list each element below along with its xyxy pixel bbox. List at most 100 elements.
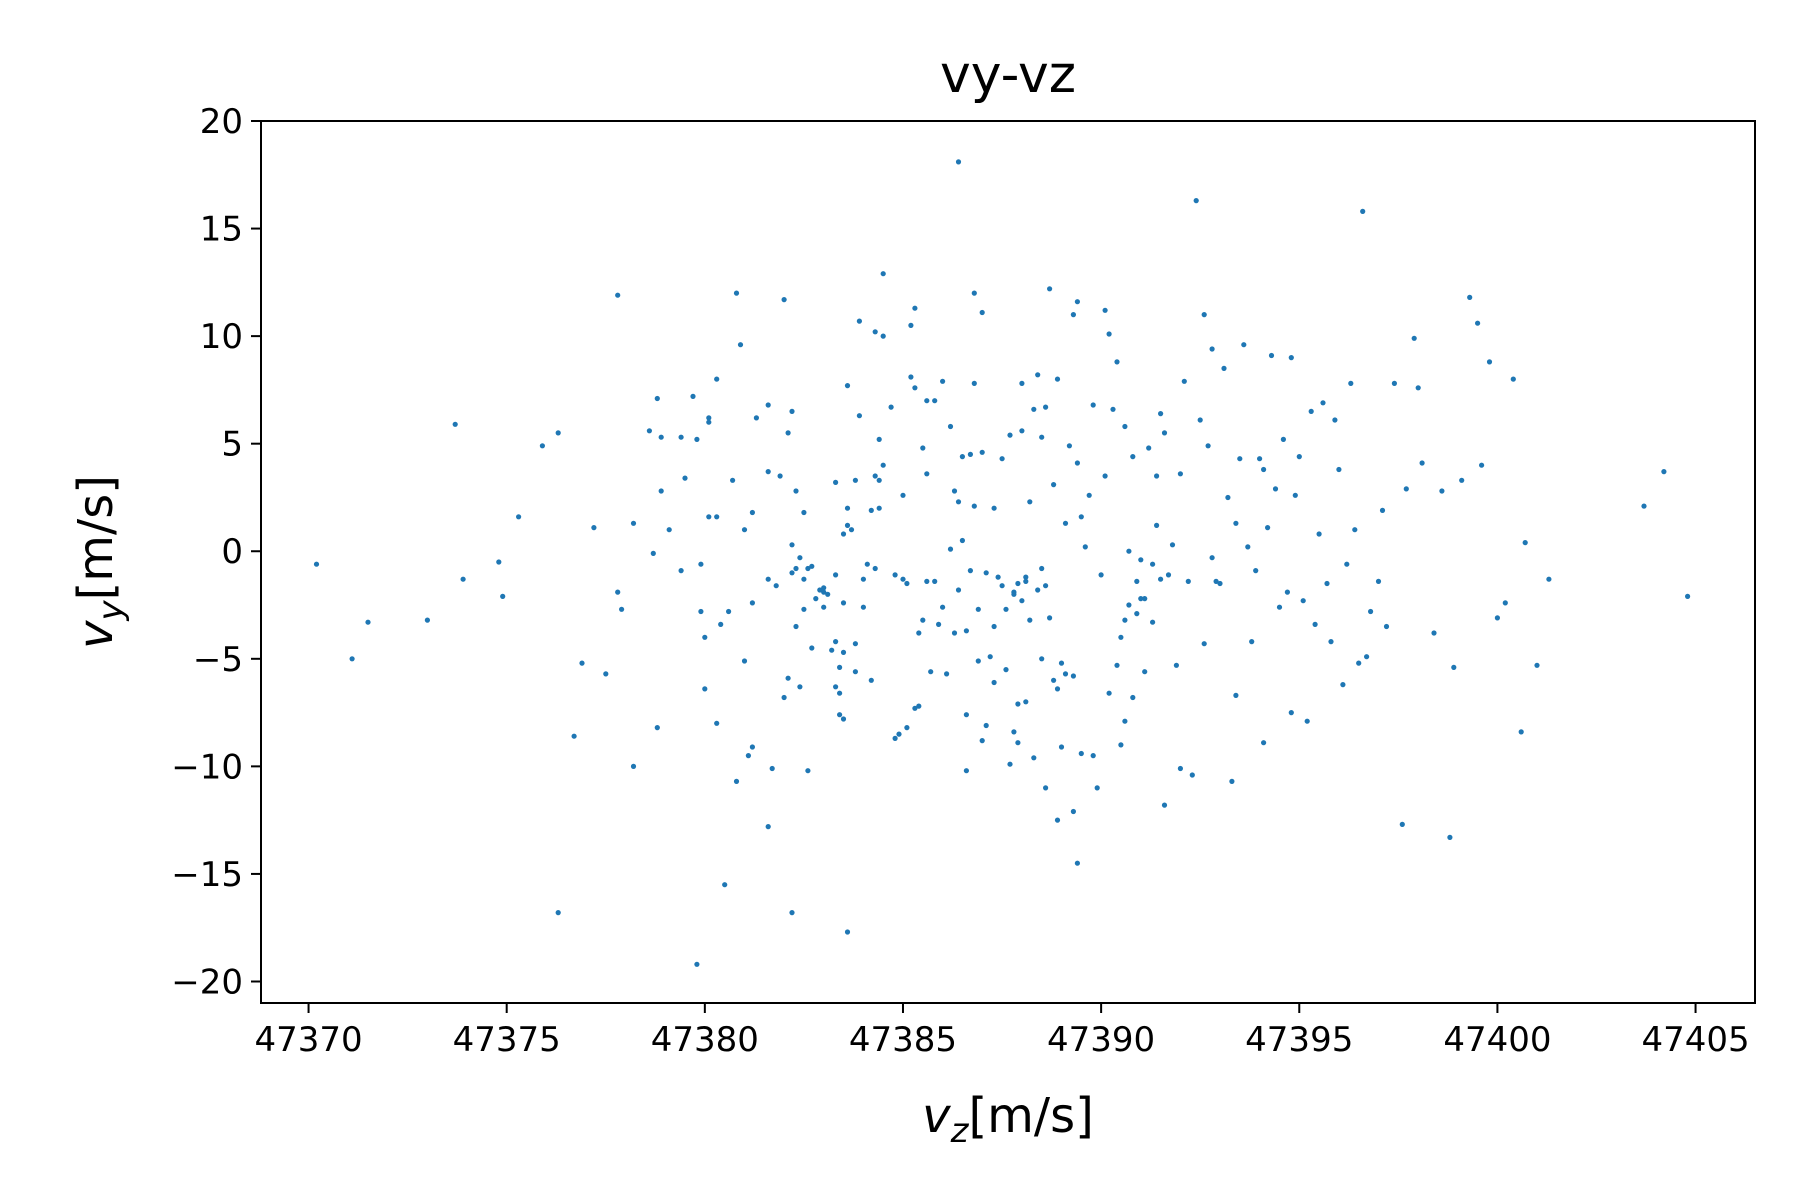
data-point <box>813 596 819 602</box>
data-point <box>1039 565 1045 572</box>
data-point <box>1027 617 1033 623</box>
data-point <box>789 542 795 548</box>
data-point <box>785 675 791 681</box>
data-point <box>983 722 989 729</box>
data-point <box>630 763 637 770</box>
x-tick-label: 47370 <box>254 1020 362 1060</box>
data-point <box>955 587 962 593</box>
data-point <box>1007 761 1013 767</box>
data-point <box>1177 765 1183 772</box>
data-point <box>1035 587 1041 593</box>
x-axis-label-var: v <box>922 1088 951 1144</box>
data-point <box>916 703 922 709</box>
data-point <box>1150 561 1156 567</box>
y-tick-label: 20 <box>200 102 243 142</box>
data-point <box>516 514 522 520</box>
data-point <box>1522 540 1528 546</box>
data-point <box>1494 615 1500 621</box>
data-point <box>1201 641 1207 647</box>
data-point <box>714 720 720 726</box>
data-point <box>880 271 886 277</box>
data-point <box>817 587 823 593</box>
data-point <box>979 738 985 744</box>
data-point <box>809 645 815 651</box>
data-point <box>1106 331 1112 337</box>
data-point <box>1019 428 1025 434</box>
data-point <box>833 479 839 485</box>
x-axis-label: vz[m/s] <box>922 1088 1094 1151</box>
data-point <box>555 430 561 436</box>
data-point <box>1054 686 1061 692</box>
data-point <box>714 376 720 382</box>
data-point <box>706 415 712 421</box>
y-tick-label: 0 <box>221 532 243 572</box>
data-point <box>1518 729 1524 735</box>
data-point <box>1161 802 1168 808</box>
data-point <box>872 565 878 572</box>
data-point <box>1015 740 1021 746</box>
data-point <box>1253 568 1259 574</box>
data-point <box>1510 376 1516 382</box>
data-point <box>979 309 985 316</box>
data-point <box>1007 432 1013 438</box>
y-tick-label: 10 <box>200 317 243 357</box>
data-point <box>809 563 815 569</box>
data-point <box>971 503 977 509</box>
data-point <box>1070 673 1076 679</box>
data-point <box>1201 312 1207 318</box>
data-point <box>1245 544 1251 550</box>
data-point <box>880 333 886 339</box>
data-point <box>1451 664 1457 671</box>
data-point <box>920 617 926 623</box>
data-point <box>1296 454 1302 460</box>
data-point <box>1047 615 1053 621</box>
data-point <box>1641 503 1647 509</box>
data-point <box>1074 299 1080 305</box>
data-point <box>654 725 660 731</box>
y-tick-label: −10 <box>171 747 243 787</box>
data-point <box>833 684 839 690</box>
data-point <box>730 477 736 483</box>
data-point <box>1011 591 1017 597</box>
data-point <box>880 462 886 468</box>
data-point <box>1070 808 1076 815</box>
data-point <box>424 617 430 623</box>
data-point <box>1058 744 1065 750</box>
data-point <box>741 527 748 533</box>
data-point <box>860 576 867 582</box>
data-point <box>1047 286 1053 292</box>
data-point <box>1019 598 1025 604</box>
data-point <box>872 473 878 479</box>
data-point <box>987 654 993 660</box>
data-point <box>1023 699 1029 705</box>
data-point <box>928 669 934 675</box>
plot-frame <box>260 120 1756 1004</box>
y-tick-label: 5 <box>221 425 243 465</box>
data-point <box>801 509 807 516</box>
data-point <box>1292 492 1298 498</box>
data-point <box>900 576 906 582</box>
data-point <box>1043 583 1049 589</box>
data-point <box>714 514 720 520</box>
data-point <box>951 630 958 636</box>
data-point <box>741 658 748 664</box>
data-point <box>944 671 950 677</box>
data-point <box>749 600 756 606</box>
data-point <box>1431 630 1437 636</box>
y-axis-label-sub: y <box>91 600 131 622</box>
data-point <box>694 961 700 967</box>
data-point <box>1130 694 1136 701</box>
data-point <box>694 436 700 442</box>
data-point <box>920 445 926 451</box>
data-point <box>1419 460 1425 466</box>
data-point <box>1467 294 1473 300</box>
data-point <box>765 402 771 408</box>
data-point <box>1379 507 1386 513</box>
data-point <box>1118 742 1124 748</box>
data-point <box>1209 346 1215 352</box>
y-axis-label-var: v <box>68 620 124 649</box>
data-point <box>1058 660 1065 666</box>
data-point <box>975 606 981 612</box>
x-tick-label: 47400 <box>1443 1020 1551 1060</box>
